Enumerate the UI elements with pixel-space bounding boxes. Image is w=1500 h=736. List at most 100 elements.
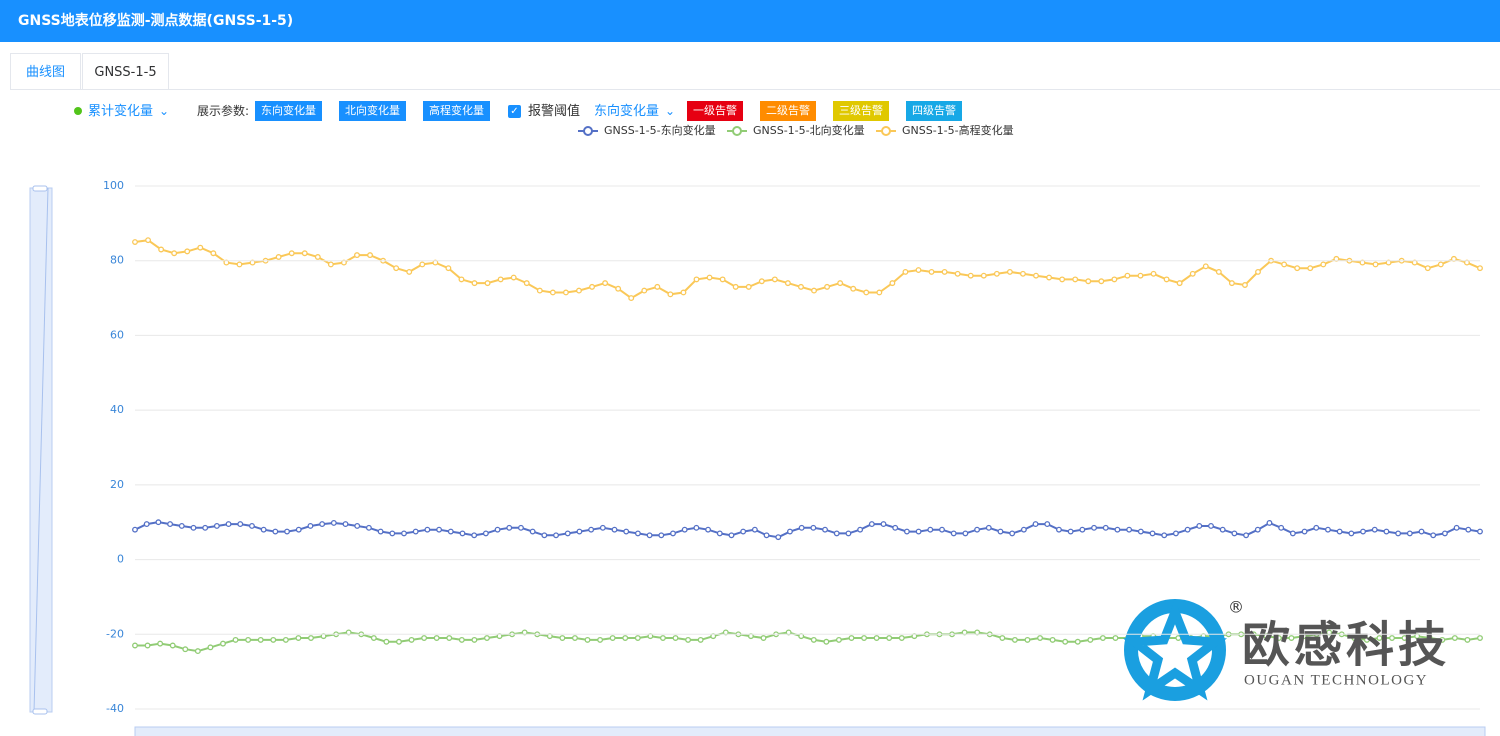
param-button[interactable]: 北向变化量 [339, 101, 406, 121]
data-point [197, 244, 204, 251]
mode-select[interactable]: 累计变化量 ⌄ [74, 101, 169, 121]
data-point [857, 526, 864, 533]
data-point [898, 635, 905, 641]
data-point [980, 272, 987, 279]
data-point [301, 250, 308, 257]
data-point [421, 635, 428, 641]
alarm-button[interactable]: 四级告警 [906, 101, 962, 121]
data-point [562, 289, 569, 296]
data-point [436, 526, 443, 533]
alarm-button[interactable]: 一级告警 [687, 101, 743, 121]
data-point [1389, 635, 1395, 641]
data-point [1228, 280, 1235, 287]
data-point [999, 635, 1006, 641]
data-point [1085, 278, 1092, 285]
data-point [719, 276, 726, 283]
slider-handle[interactable] [32, 185, 48, 192]
data-point [588, 526, 595, 533]
data-point [728, 532, 735, 539]
data-point [1062, 638, 1069, 645]
data-point [1150, 270, 1157, 277]
alarm-button[interactable]: 三级告警 [833, 101, 889, 121]
param-button[interactable]: 东向变化量 [255, 101, 322, 121]
data-point [406, 268, 413, 275]
data-point [1401, 635, 1408, 641]
data-point [1202, 263, 1209, 270]
direction-select[interactable]: 东向变化量 ⌄ [594, 104, 676, 119]
data-point [1032, 521, 1039, 528]
data-point [424, 526, 431, 533]
data-point [307, 523, 314, 529]
data-point [798, 524, 805, 531]
data-point [288, 250, 295, 257]
data-point [408, 636, 415, 643]
data-point [169, 642, 176, 649]
y-tick-label: 20 [110, 478, 124, 491]
param-button[interactable]: 高程变化量 [423, 101, 490, 121]
data-point [220, 640, 226, 647]
data-point [1242, 282, 1248, 288]
data-point [1371, 526, 1378, 533]
data-point [354, 252, 360, 259]
data-point [458, 636, 465, 643]
data-point [658, 532, 665, 539]
data-point [1033, 272, 1039, 279]
legend-symbol [732, 126, 742, 136]
data-point [950, 530, 957, 537]
slider-handle[interactable] [32, 708, 48, 715]
slider-shadow [33, 187, 49, 713]
y-tick-label: 60 [110, 328, 124, 341]
data-point [861, 635, 868, 641]
data-point [367, 252, 373, 259]
data-point [1275, 635, 1282, 641]
alarm-toggle[interactable]: ✓ 报警阈值 [508, 101, 580, 121]
data-point [889, 280, 896, 287]
alarm-button[interactable]: 二级告警 [760, 101, 816, 121]
data-point [396, 638, 402, 645]
data-point [697, 636, 704, 643]
data-point [471, 280, 478, 287]
data-point [584, 636, 591, 643]
data-point [599, 524, 606, 531]
data-point [132, 526, 138, 533]
data-point [822, 526, 828, 533]
data-point [1074, 638, 1081, 645]
data-point [1360, 528, 1366, 535]
data-point [132, 642, 138, 649]
data-point [576, 287, 582, 294]
data-point [295, 635, 302, 641]
data-point [284, 528, 290, 535]
data-point [1149, 530, 1156, 537]
data-point [401, 530, 407, 537]
data-point [1046, 274, 1053, 281]
registered-mark: ® [1228, 598, 1244, 617]
data-point [308, 635, 314, 641]
data-point [523, 280, 530, 287]
data-point [1424, 265, 1431, 272]
data-point [389, 530, 396, 537]
data-point [494, 526, 501, 533]
data-point [1102, 524, 1109, 531]
data-point [1137, 272, 1144, 279]
data-point [549, 289, 556, 296]
data-point [985, 524, 992, 531]
data-point [1243, 532, 1250, 539]
data-point [589, 283, 595, 290]
data-point [680, 289, 687, 296]
x-zoom-slider[interactable] [134, 726, 1486, 736]
data-point [763, 532, 770, 539]
data-point [1307, 265, 1314, 272]
data-point [365, 524, 372, 531]
data-point [693, 276, 700, 283]
data-point [1288, 635, 1295, 641]
data-point [419, 261, 426, 268]
data-point [622, 635, 629, 641]
data-point [886, 635, 893, 641]
data-point [1266, 520, 1273, 526]
y-tick-label: 40 [110, 403, 124, 416]
legend-label: GNSS-1-5-北向变化量 [753, 123, 865, 137]
data-point [1079, 526, 1086, 533]
data-point [1208, 523, 1214, 529]
data-point [1189, 270, 1196, 277]
data-point [659, 635, 666, 641]
